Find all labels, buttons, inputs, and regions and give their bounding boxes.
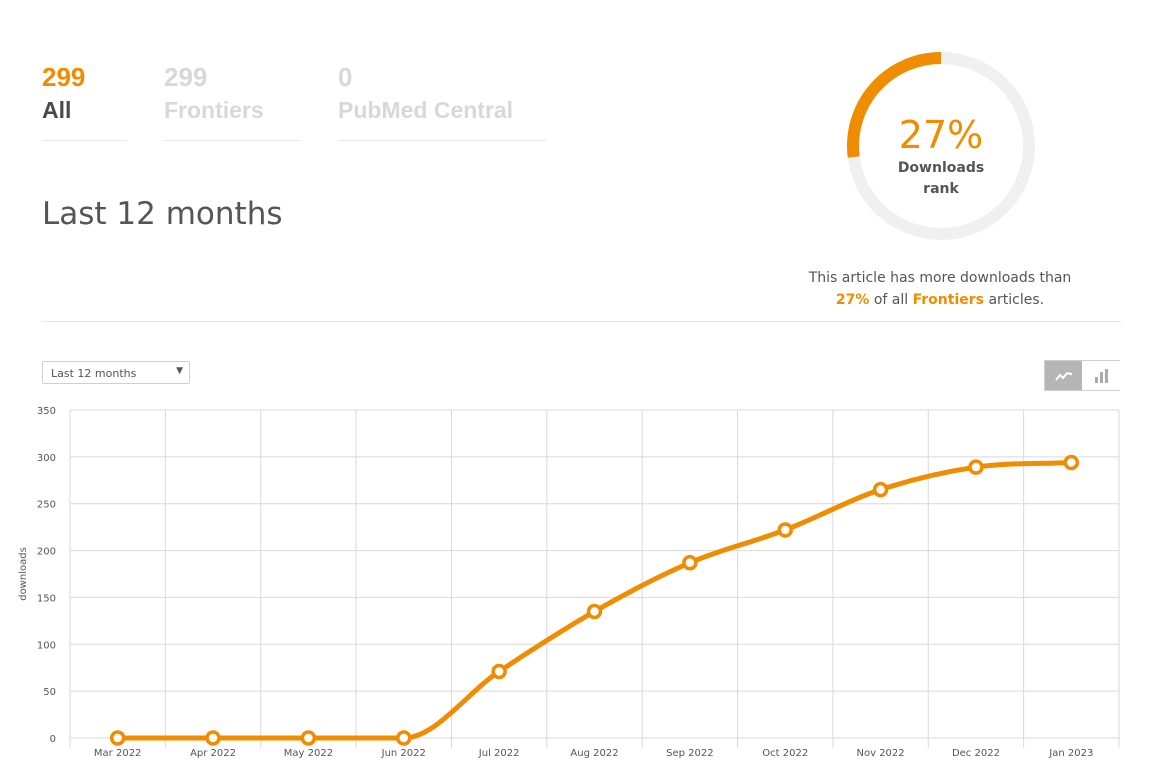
rank-desc-mid: of all — [873, 292, 909, 308]
period-select[interactable]: Last 12 months ▼ — [42, 361, 190, 384]
y-tick-label: 300 — [37, 453, 56, 464]
data-point — [491, 663, 507, 680]
tab-all-label: All — [42, 97, 72, 123]
x-tick-label: Jul 2022 — [478, 748, 520, 759]
tab-frontiers-count: 299 — [164, 62, 208, 92]
chart-type-toggle — [1044, 360, 1120, 391]
data-point — [109, 730, 126, 746]
data-point — [300, 730, 317, 746]
chevron-down-icon: ▼ — [176, 366, 183, 376]
x-tick-label: May 2022 — [284, 748, 333, 759]
rank-desc-prefix: This article has more downloads than — [808, 270, 1072, 286]
y-tick-label: 150 — [37, 593, 56, 604]
tab-all-count: 299 — [42, 62, 86, 92]
rank-percent: 27% — [898, 113, 984, 157]
bar-chart-icon — [1095, 369, 1108, 383]
x-tick-label: Dec 2022 — [952, 748, 1000, 759]
period-select-value: Last 12 months — [51, 367, 137, 380]
data-point — [396, 730, 412, 746]
downloads-rank-gauge — [847, 52, 1035, 240]
bar-chart-button[interactable] — [1083, 361, 1120, 390]
tab-all[interactable]: 299 All — [42, 62, 127, 141]
y-axis-label: downloads — [18, 547, 29, 601]
tab-pubmed-central-label: PubMed Central — [338, 97, 514, 123]
y-tick-label: 0 — [50, 734, 56, 745]
section-divider — [42, 321, 1121, 322]
rank-desc-journal: Frontiers — [912, 292, 984, 308]
line-chart-icon — [1055, 372, 1072, 381]
x-tick-label: Mar 2022 — [94, 748, 142, 759]
rank-label-line2: rank — [923, 181, 959, 197]
rank-desc-percent: 27% — [835, 292, 870, 308]
rank-desc-suffix: articles. — [988, 292, 1045, 308]
downloads-line-chart: 0 50 100 150 200 250 300 350 downloads Mar 2022 Ap… — [18, 406, 1120, 759]
gauge-progress-arc — [847, 52, 942, 158]
data-point — [777, 522, 793, 538]
y-tick-label: 50 — [43, 687, 56, 698]
rank-description: This article has more downloads than 27%… — [790, 267, 1090, 311]
y-tick-label: 350 — [37, 406, 56, 417]
tab-frontiers[interactable]: 299 Frontiers — [164, 62, 300, 141]
y-tick-label: 200 — [37, 547, 56, 558]
gauge-center: 27% Downloads rank — [844, 112, 1038, 200]
x-tick-label: Jan 2023 — [1048, 748, 1093, 759]
x-tick-label: Nov 2022 — [857, 748, 905, 759]
x-tick-label: Sep 2022 — [666, 748, 713, 759]
x-tick-label: Oct 2022 — [762, 748, 808, 759]
y-tick-label: 100 — [37, 640, 56, 651]
rank-label-line1: Downloads — [897, 160, 985, 176]
data-point — [968, 459, 984, 475]
line-chart-button[interactable] — [1045, 361, 1082, 390]
tab-frontiers-label: Frontiers — [164, 97, 264, 123]
data-point — [872, 481, 889, 498]
period-title: Last 12 months — [42, 196, 283, 232]
data-point — [586, 603, 603, 620]
x-tick-label: Apr 2022 — [190, 748, 236, 759]
data-point — [1063, 454, 1080, 471]
tab-pubmed-central[interactable]: 0 PubMed Central — [338, 62, 546, 141]
x-tick-label: Aug 2022 — [570, 748, 618, 759]
data-point — [682, 555, 698, 571]
x-tick-label: Jun 2022 — [381, 748, 426, 759]
data-point — [205, 730, 221, 746]
y-tick-label: 250 — [37, 500, 56, 511]
tab-pubmed-central-count: 0 — [338, 62, 353, 92]
